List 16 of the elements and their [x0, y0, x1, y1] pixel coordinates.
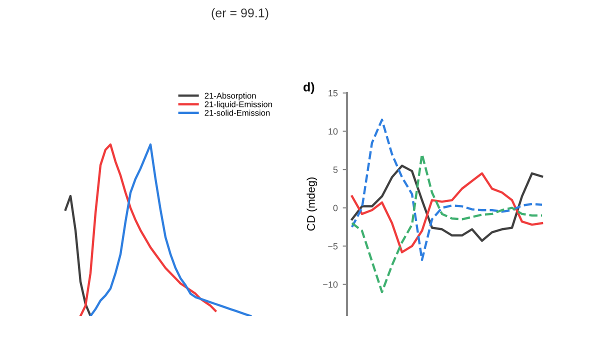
y-tick-label: −5: [328, 243, 338, 250]
y-tick-label: 0: [333, 204, 338, 212]
line-series: [350, 118, 544, 261]
line-series: [350, 164, 544, 242]
y-axis-title: CD (mdeg): [306, 178, 318, 231]
line-series: [350, 153, 544, 294]
legend-label: 21-liquid-Emission: [204, 101, 272, 109]
text: (er = 99.1): [212, 8, 268, 20]
y-tick-label: 5: [333, 166, 338, 173]
y-tick-label: −10: [323, 281, 338, 288]
y-tick-label: 15: [328, 90, 338, 96]
line-series: [350, 172, 544, 254]
chart-title: d): [304, 82, 314, 94]
y-tick-label: 10: [328, 128, 338, 135]
legend-label: 21-Absorption: [204, 92, 256, 100]
legend-label: 21-solid-Emission: [204, 110, 270, 116]
